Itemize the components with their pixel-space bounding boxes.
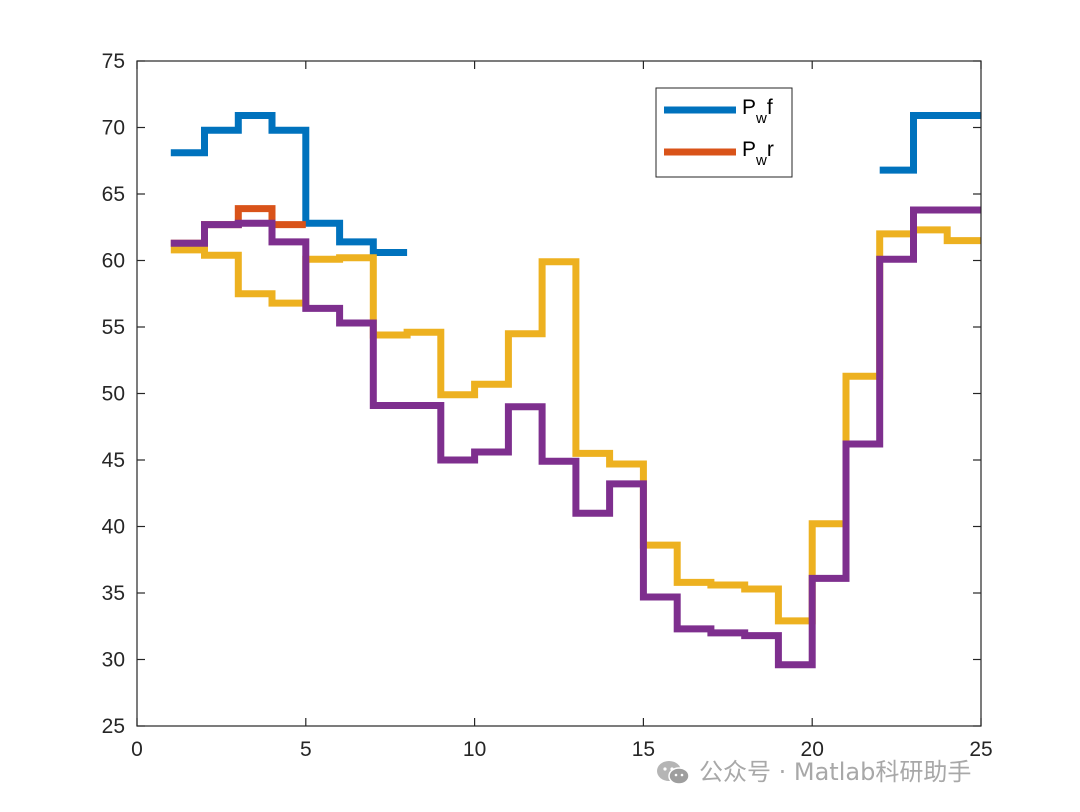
y-tick-label: 70 bbox=[102, 117, 125, 140]
series-line-1 bbox=[170, 112, 981, 256]
y-tick-label: 60 bbox=[102, 250, 125, 273]
series-layer bbox=[170, 112, 981, 669]
x-tick-label: 10 bbox=[463, 738, 486, 761]
tick-layer: 0 5 10 15 20 25 25 30 35 40 45 50 55 60 65 70 75 bbox=[102, 50, 993, 761]
legend-label: Pwf bbox=[742, 96, 773, 127]
y-tick-label: 25 bbox=[102, 715, 125, 738]
legend-box bbox=[655, 87, 793, 178]
wechat-icon bbox=[657, 761, 690, 785]
plot-area bbox=[137, 61, 981, 726]
x-tick-label: 20 bbox=[801, 738, 824, 761]
x-tick-label: 5 bbox=[300, 738, 312, 761]
x-tick-label: 0 bbox=[131, 738, 143, 761]
x-tick-label: 25 bbox=[969, 738, 992, 761]
watermark-text: 公众号 · Matlab科研助手 bbox=[699, 758, 972, 786]
y-tick-label: 75 bbox=[102, 50, 125, 73]
series-line-4 bbox=[170, 206, 981, 669]
y-tick-label: 50 bbox=[102, 383, 125, 406]
y-tick-label: 40 bbox=[102, 516, 125, 539]
legend: Pwf Pwr bbox=[655, 87, 793, 178]
y-tick-label: 45 bbox=[102, 449, 125, 472]
legend-label: Pwr bbox=[742, 138, 774, 169]
x-tick-label: 15 bbox=[632, 738, 655, 761]
y-tick-label: 30 bbox=[102, 649, 125, 672]
y-tick-label: 35 bbox=[102, 582, 125, 605]
watermark: 公众号 · Matlab科研助手 bbox=[655, 752, 971, 787]
y-tick-label: 65 bbox=[102, 183, 125, 206]
y-tick-label: 55 bbox=[102, 316, 125, 339]
